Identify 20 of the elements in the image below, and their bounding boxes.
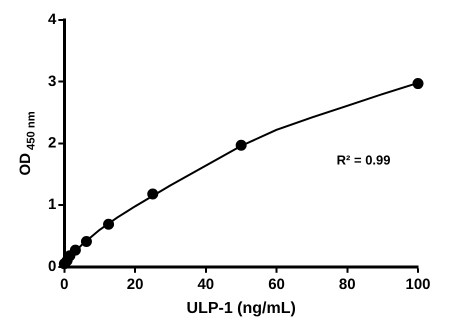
annotation: R² = 0.99	[336, 152, 390, 168]
x-tick-label: 60	[268, 276, 285, 293]
y-tick-label: 4	[48, 11, 57, 28]
x-tick-label: 80	[338, 276, 356, 293]
x-tick-label: 100	[405, 276, 431, 293]
point	[412, 78, 424, 90]
x-tick-label: 0	[60, 276, 69, 293]
y-tick-label: 0	[48, 258, 56, 275]
point	[236, 140, 247, 151]
point	[70, 244, 81, 256]
point	[147, 188, 158, 200]
x-tick-label: 20	[126, 276, 144, 293]
y-tick-label: 2	[48, 134, 56, 152]
y-tick-label: 3	[48, 72, 56, 90]
y-axis-title: OD450 nm	[17, 111, 38, 176]
y-tick-label: 1	[48, 196, 56, 214]
point	[103, 218, 114, 230]
point	[80, 236, 92, 248]
x-tick-label: 40	[197, 276, 214, 293]
x-axis-title: ULP-1 (ng/mL)	[186, 300, 296, 317]
